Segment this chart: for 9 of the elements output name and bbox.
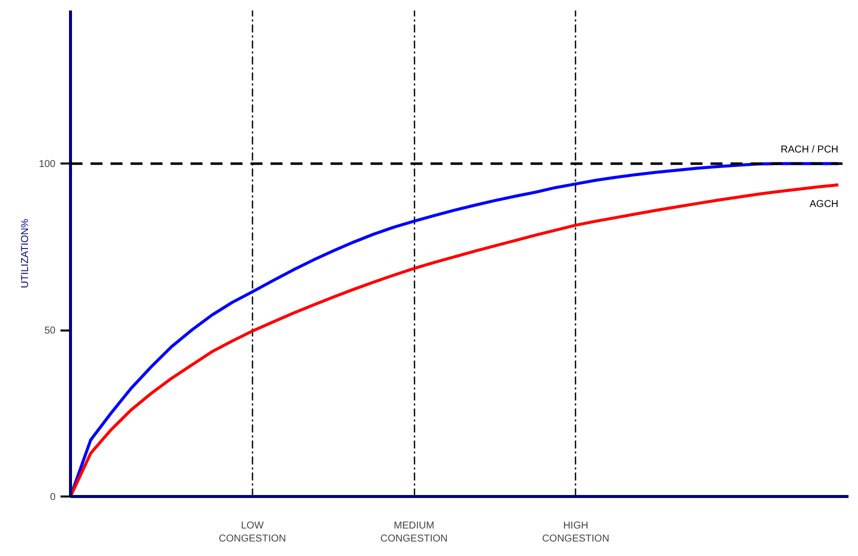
series-label: RACH / PCH xyxy=(780,144,838,156)
y-tick-label: 0 xyxy=(50,492,56,503)
x-tick-label: MEDIUM CONGESTION xyxy=(380,520,448,545)
y-axis-title: UTILIZATION% xyxy=(20,218,31,288)
series-label: AGCH xyxy=(810,198,838,210)
x-tick-label: LOW CONGESTION xyxy=(218,520,286,545)
y-tick-label: 50 xyxy=(44,326,56,337)
x-tick-label: HIGH CONGESTION xyxy=(542,520,610,545)
y-tick-label: 100 xyxy=(38,159,56,170)
